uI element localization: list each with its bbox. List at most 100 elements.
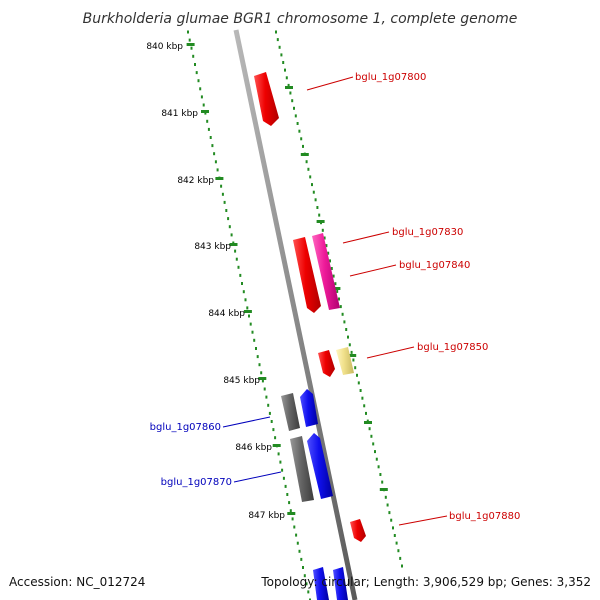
major-tick [285,86,293,89]
minor-tick [192,54,195,58]
gene-gray-1[interactable] [281,393,300,431]
leader-line [398,515,448,526]
leader-line [366,346,415,359]
minor-tick [253,338,256,342]
gene-label[interactable]: bglu_1g07840 [399,260,470,271]
leader-line [342,231,390,244]
minor-tick [188,38,191,42]
minor-tick [197,79,200,83]
minor-tick [221,192,224,196]
minor-tick [384,495,387,499]
minor-tick [399,556,402,560]
minor-tick [354,366,357,370]
genome-summary-text: Topology: circular; Length: 3,906,529 bp… [260,575,591,589]
left-tick-track [186,30,311,600]
chromosome-backbone [233,29,358,600]
gene-bglu-1g07800[interactable] [254,72,279,126]
minor-tick [289,509,292,513]
minor-tick [372,442,375,446]
minor-tick [195,71,198,75]
minor-tick [200,95,203,99]
minor-tick [278,45,281,49]
minor-tick [350,350,353,354]
minor-tick [265,395,268,399]
kbp-label: 844 kbp [208,309,245,319]
minor-tick [392,526,394,530]
minor-tick [268,411,271,415]
major-tick [243,310,252,313]
minor-tick [374,450,376,454]
minor-tick [341,312,344,316]
gene-bglu-1g07850[interactable] [336,347,354,375]
gene-bglu-1g07860[interactable] [300,389,318,427]
minor-tick [282,476,285,480]
gene-bglu-1g07870[interactable] [307,433,333,499]
minor-tick [251,330,254,334]
minor-tick [258,363,261,367]
minor-tick [284,484,287,488]
minor-tick [295,533,298,537]
gene-bglu-1g07840[interactable] [312,233,340,310]
gene-label[interactable]: bglu_1g07870 [161,477,232,488]
major-tick [300,153,309,156]
leader-line [233,471,282,483]
minor-tick [388,511,391,515]
minor-tick [263,387,266,391]
minor-tick [275,30,277,34]
minor-tick [286,493,289,496]
kbp-label: 843 kbp [194,242,231,252]
minor-tick [303,574,306,578]
major-tick [316,220,325,223]
gene-label[interactable]: bglu_1g07830 [392,227,463,238]
minor-tick [285,76,288,80]
minor-tick [311,183,313,187]
minor-tick [307,590,310,594]
minor-tick [318,213,321,217]
minor-tick [397,549,400,553]
gene-label[interactable]: bglu_1g07860 [150,422,221,433]
minor-tick [187,30,189,34]
minor-tick [270,420,273,423]
minor-tick [345,328,348,331]
minor-tick [338,297,340,301]
major-tick [258,377,267,380]
gene-label[interactable]: bglu_1g07880 [449,511,520,522]
minor-tick [300,557,303,561]
minor-tick [363,404,366,408]
minor-tick [329,259,331,263]
minor-tick [274,436,277,440]
minor-tick [401,564,403,568]
minor-tick [365,411,367,415]
minor-tick [260,371,263,375]
gene-label[interactable]: bglu_1g07800 [355,72,426,83]
minor-tick [381,480,384,484]
minor-tick [312,190,315,194]
minor-tick [190,46,193,50]
kbp-label: 846 kbp [235,443,272,453]
minor-tick [267,403,270,407]
minor-tick [225,209,228,212]
minor-tick [316,206,319,209]
minor-tick [235,257,238,261]
gene-label[interactable]: bglu_1g07850 [417,342,488,353]
gene-bglu-1g07830[interactable] [293,237,321,313]
minor-tick [330,267,333,270]
minor-tick [207,127,210,131]
minor-tick [220,184,223,188]
gene-bglu-1g07880[interactable] [350,519,366,542]
minor-tick [302,566,304,569]
minor-tick [228,225,231,229]
minor-tick [390,518,393,522]
gene-blue-bottom[interactable] [313,567,348,600]
minor-tick [216,168,219,172]
minor-tick [277,452,280,456]
minor-tick [309,598,311,600]
major-tick [272,444,281,447]
minor-tick [279,460,282,464]
gene-bglu-1g07850-red[interactable] [318,350,335,377]
minor-tick [289,91,292,95]
gene-gray-2[interactable] [290,436,314,502]
minor-tick [296,122,299,125]
minor-tick [194,63,196,66]
